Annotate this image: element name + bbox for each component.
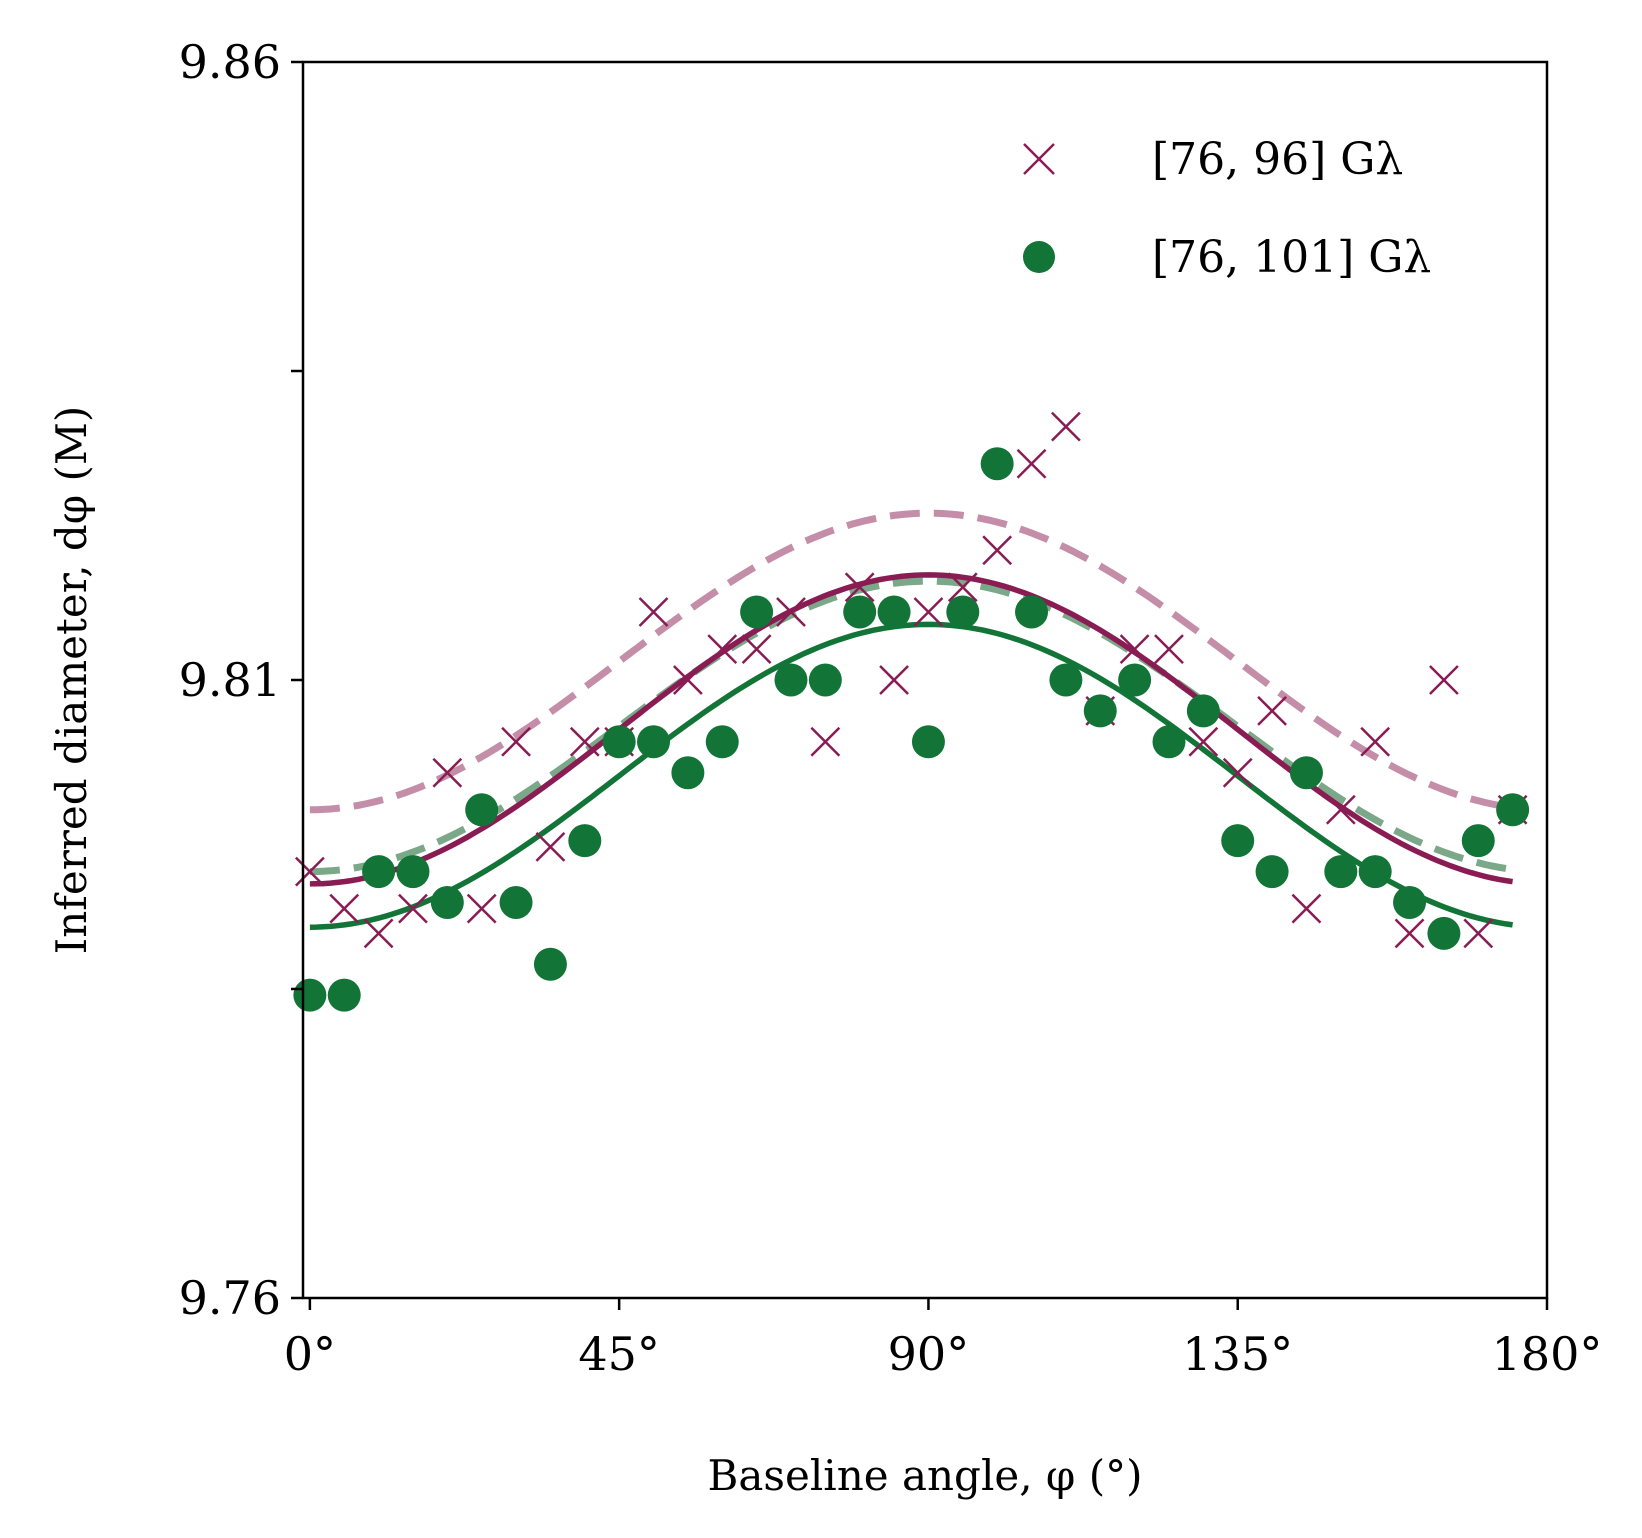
data-points [293,411,1530,1012]
point-x [879,665,909,695]
point-circle [808,663,842,697]
y-tick-label: 9.76 [179,1271,281,1325]
point-circle [637,725,671,759]
point-circle [362,855,396,889]
point-circle [1221,824,1255,858]
point-x [1222,757,1253,788]
point-x [398,893,428,924]
point-circle [1083,694,1117,728]
point-x [707,634,738,664]
point-circle [1496,793,1530,827]
x-tick-label: 180° [1492,1327,1603,1381]
point-x [1325,794,1356,825]
y-axis-label: Inferred diameter, dφ (M) [47,406,96,955]
point-circle [1358,855,1392,889]
point-x [1360,726,1391,757]
point-circle [602,725,636,759]
fit-curve-1 [309,621,1514,930]
point-x [776,597,806,627]
point-circle [705,725,739,759]
point-circle [740,595,774,629]
point-x [913,597,944,627]
point-x [569,726,600,757]
x-tick-label: 0° [284,1327,336,1381]
point-circle [1015,595,1049,629]
x-axis-label: Baseline angle, φ (°) [708,1451,1143,1500]
point-circle [327,978,361,1012]
y-tick-label: 9.86 [179,35,281,89]
point-x [844,572,875,603]
fit-curve-3 [309,577,1514,876]
point-x [810,726,841,757]
x-tick-label: 90° [888,1327,970,1381]
point-x [741,634,772,664]
legend-marker-circle [1023,241,1055,273]
point-x [1394,918,1425,949]
x-tick-label: 45° [578,1327,660,1381]
point-x [673,665,703,695]
point-circle [1255,855,1289,889]
point-x [294,856,325,887]
point-circle [499,885,533,919]
axis-ticks: 0° 45° 90° 135° 180° 9.76 9.81 9.86 [179,35,1603,1381]
point-circle [568,824,602,858]
point-circle [1427,916,1461,950]
point-x [329,893,360,924]
legend: [76, 96] Gλ [76, 101] Gλ [1023,134,1431,283]
x-tick-label: 135° [1182,1327,1293,1381]
point-x [1051,411,1081,442]
point-circle [293,978,327,1012]
point-circle [430,885,464,919]
point-x [947,572,978,603]
point-circle [465,793,499,827]
point-circle [980,447,1014,481]
point-x [432,757,463,788]
point-x [466,893,497,924]
point-x [363,918,394,949]
point-circle [1324,855,1358,889]
point-circle [946,595,980,629]
point-x [1429,665,1459,695]
point-circle [533,947,567,981]
point-circle [774,663,808,697]
point-circle [843,595,877,629]
point-x [1016,448,1047,479]
point-circle [877,595,911,629]
legend-label-76-96: [76, 96] Gλ [1152,134,1403,185]
point-x [982,535,1013,566]
point-circle [1461,824,1495,858]
point-x [1188,726,1219,757]
point-circle [1118,663,1152,697]
point-circle [671,756,705,790]
point-circle [911,725,945,759]
point-x [1463,918,1494,949]
point-x [1291,893,1322,924]
point-circle [1186,694,1220,728]
point-x [535,831,566,862]
point-circle [1049,663,1083,697]
point-circle [1152,725,1186,759]
point-x [1154,634,1184,664]
point-circle [1393,885,1427,919]
y-tick-label: 9.81 [179,653,281,707]
point-x [501,726,531,757]
point-x [1257,696,1287,726]
point-x [1119,634,1150,664]
point-circle [396,855,430,889]
point-x [638,597,669,627]
fit-curve-2 [309,509,1514,814]
legend-label-76-101: [76, 101] Gλ [1152,232,1431,283]
point-circle [1289,756,1323,790]
legend-marker-x [1023,143,1055,175]
